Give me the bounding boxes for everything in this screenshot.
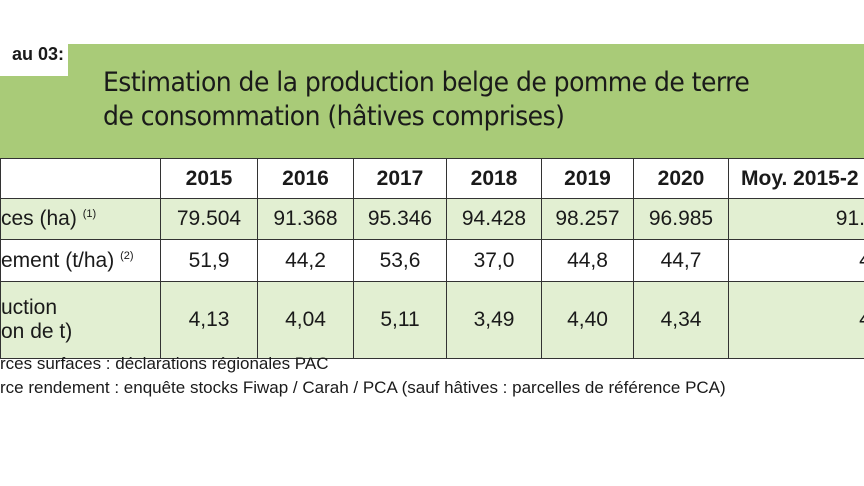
header-cell-average: Moy. 2015-2 [728, 158, 864, 199]
table-cell: 4,40 [541, 281, 634, 359]
table-cell: 44,8 [541, 239, 634, 282]
header-row: 2015 2016 2017 2018 2019 2020 Moy. 2015-… [0, 158, 864, 199]
footnote-marker-1: (1) [82, 208, 97, 220]
row-label-surfaces: ces (ha) (1) [0, 198, 161, 240]
table-cell: 37,0 [446, 239, 542, 282]
table-row-surfaces: ces (ha) (1) 79.504 91.368 95.346 94.428… [0, 198, 864, 240]
production-table: 2015 2016 2017 2018 2019 2020 Moy. 2015-… [0, 158, 864, 359]
header-cell-2016: 2016 [257, 158, 354, 199]
table-cell: 44,2 [257, 239, 354, 282]
table-number-label: au 03: [0, 33, 68, 76]
table-cell: 51,9 [160, 239, 258, 282]
table-cell: 4,04 [257, 281, 354, 359]
table-cell: 94.428 [446, 198, 542, 240]
table-row-production: uction on de t) 4,13 4,04 5,11 3,49 4,40… [0, 281, 864, 359]
table-title-line-2: de consommation (hâtives comprises) [103, 101, 565, 132]
table-cell: 91.368 [257, 198, 354, 240]
table-title-line-1: Estimation de la production belge de pom… [103, 67, 750, 98]
source-notes: rces surfaces : déclarations régionales … [0, 352, 864, 400]
table-cell: 4,13 [160, 281, 258, 359]
row-label-yield: ement (t/ha) (2) [0, 239, 161, 282]
header-corner [0, 158, 161, 199]
table-cell: 96.985 [633, 198, 729, 240]
table-cell: 4,34 [633, 281, 729, 359]
table-cell: 95.346 [353, 198, 447, 240]
table-cell-average: 4,22 [728, 281, 864, 359]
header-cell-2020: 2020 [633, 158, 729, 199]
table-cell: 5,11 [353, 281, 447, 359]
title-band [0, 44, 864, 158]
header-cell-2018: 2018 [446, 158, 542, 199]
footnote-marker-2: (2) [120, 249, 134, 262]
table-cell: 44,7 [633, 239, 729, 282]
table-title: Estimation de la production belge de pom… [103, 66, 810, 134]
table-cell: 3,49 [446, 281, 542, 359]
header-cell-2015: 2015 [160, 158, 258, 199]
table-cell-average: 91.713 [728, 198, 864, 240]
header-cell-2017: 2017 [353, 158, 447, 199]
row-label-production: uction on de t) [0, 281, 161, 359]
table-row-yield: ement (t/ha) (2) 51,9 44,2 53,6 37,0 44,… [0, 239, 864, 282]
header-cell-2019: 2019 [541, 158, 634, 199]
table-cell: 98.257 [541, 198, 634, 240]
source-note-yield: rce rendement : enquête stocks Fiwap / C… [0, 378, 726, 397]
table-cell: 79.504 [160, 198, 258, 240]
source-note-surfaces: rces surfaces : déclarations régionales … [0, 354, 329, 373]
table-cell: 53,6 [353, 239, 447, 282]
table-cell-average: 46,1 [728, 239, 864, 282]
